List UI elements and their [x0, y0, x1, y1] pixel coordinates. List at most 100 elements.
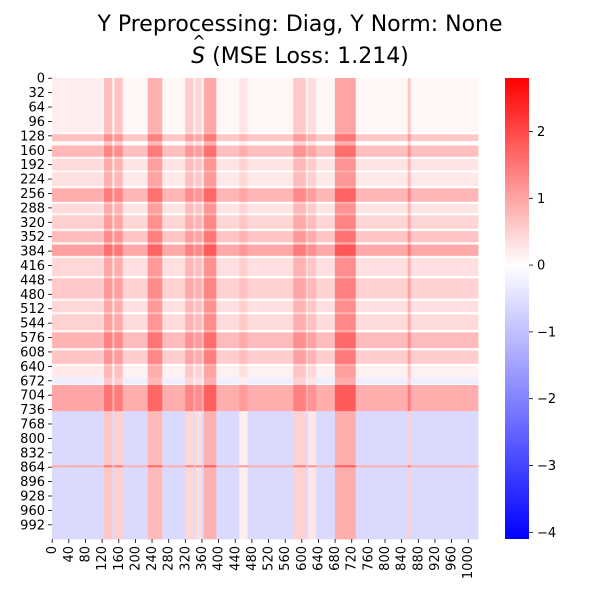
- heatmap-cell: [122, 330, 149, 333]
- heatmap-cell: [147, 255, 163, 259]
- heatmap-cell: [201, 244, 205, 257]
- heatmap-cell: [316, 204, 336, 214]
- heatmap-cell: [407, 384, 411, 386]
- heatmap-cell: [216, 170, 240, 173]
- heatmap-cell: [203, 300, 217, 313]
- heatmap-cell: [203, 141, 217, 146]
- heatmap-cell: [247, 242, 294, 245]
- heatmap-cell: [247, 276, 294, 279]
- heatmap-cell: [305, 141, 309, 146]
- heatmap-cell: [122, 132, 149, 135]
- heatmap-cell: [407, 215, 411, 230]
- heatmap-cell: [239, 312, 248, 315]
- heatmap-cell: [334, 312, 357, 315]
- heatmap-cell: [101, 465, 105, 468]
- heatmap-cell: [305, 172, 309, 187]
- heatmap-cell: [114, 385, 124, 412]
- x-axis: 0 40 80 120 160 200 240 280 320 360 400 440 480 520 56…: [45, 539, 476, 579]
- heatmap-cell: [239, 255, 248, 259]
- heatmap-cell: [104, 278, 113, 299]
- heatmap-cell: [201, 467, 205, 540]
- heatmap-cell: [162, 231, 186, 243]
- heatmap-cell: [193, 350, 196, 365]
- heatmap-cell: [114, 231, 124, 243]
- heatmap-cell: [355, 172, 409, 187]
- heatmap-cell: [239, 350, 248, 365]
- heatmap-cell: [247, 314, 294, 331]
- heatmap-cell: [334, 350, 357, 365]
- heatmap-cell: [201, 312, 205, 315]
- heatmap-cell: [162, 134, 186, 142]
- heatmap-cell: [104, 350, 113, 365]
- heatmap-cell: [316, 231, 336, 243]
- heatmap-cell: [122, 156, 149, 160]
- heatmap-cell: [122, 298, 149, 302]
- heatmap-cell: [410, 350, 479, 365]
- heatmap-cell: [247, 330, 294, 333]
- heatmap-cell: [307, 213, 317, 216]
- heatmap-cell: [203, 242, 217, 245]
- heatmap-cell: [114, 258, 124, 277]
- heatmap-cell: [193, 213, 196, 216]
- y-tick-label: 160: [20, 144, 45, 159]
- heatmap-cell: [112, 363, 115, 367]
- heatmap-cell: [305, 186, 309, 189]
- heatmap-cell: [193, 172, 196, 187]
- heatmap-cell: [247, 366, 294, 378]
- heatmap-cell: [247, 300, 294, 313]
- heatmap-cell: [407, 170, 411, 173]
- y-tick-label: 320: [20, 216, 45, 231]
- heatmap-cell: [52, 204, 103, 214]
- heatmap-cell: [185, 330, 194, 333]
- heatmap-cell: [185, 159, 194, 171]
- heatmap-cell: [52, 465, 103, 468]
- y-tick-label: 544: [20, 317, 45, 332]
- heatmap-cell: [193, 242, 196, 245]
- heatmap-cell: [239, 348, 248, 351]
- heatmap-cell: [239, 465, 248, 468]
- y-tick-label: 448: [20, 273, 45, 288]
- heatmap-cell: [203, 411, 217, 466]
- heatmap-cell: [334, 204, 357, 214]
- heatmap-cell: [216, 348, 240, 351]
- heatmap-cell: [104, 145, 113, 158]
- y-tick-label: 384: [20, 245, 45, 260]
- heatmap-cell: [203, 363, 217, 367]
- heatmap-cell: [101, 244, 105, 257]
- heatmap-cell: [114, 255, 124, 259]
- heatmap-cell: [101, 204, 105, 214]
- heatmap-cell: [316, 258, 336, 277]
- heatmap-cell: [305, 228, 309, 232]
- heatmap-cell: [122, 332, 149, 349]
- heatmap-cell: [203, 384, 217, 386]
- heatmap-cell: [239, 172, 248, 187]
- heatmap-cell: [203, 258, 217, 277]
- heatmap-cell: [334, 258, 357, 277]
- heatmap-cell: [162, 384, 186, 386]
- heatmap-cell: [104, 132, 113, 135]
- heatmap-cell: [407, 467, 411, 540]
- heatmap-cell: [410, 258, 479, 277]
- heatmap-cell: [193, 298, 196, 302]
- heatmap-cell: [203, 188, 217, 203]
- heatmap-cell: [355, 215, 409, 230]
- heatmap-cell: [195, 363, 203, 367]
- heatmap-cell: [410, 215, 479, 230]
- heatmap-cell: [195, 204, 203, 214]
- heatmap-cell: [52, 363, 103, 367]
- x-tick-label: 720: [345, 546, 360, 571]
- heatmap-cell: [203, 385, 217, 412]
- heatmap-cell: [293, 467, 307, 540]
- heatmap-cell: [216, 159, 240, 171]
- heatmap-cell: [216, 213, 240, 216]
- heatmap-cell: [201, 215, 205, 230]
- heatmap-cell: [104, 385, 113, 412]
- heatmap-cell: [316, 132, 336, 135]
- heatmap-cell: [334, 228, 357, 232]
- heatmap-cell: [147, 258, 163, 277]
- heatmap-cell: [307, 141, 317, 146]
- heatmap-cell: [193, 231, 196, 243]
- x-tick-label: 280: [162, 546, 177, 571]
- heatmap-cell: [193, 330, 196, 333]
- heatmap-cell: [247, 363, 294, 367]
